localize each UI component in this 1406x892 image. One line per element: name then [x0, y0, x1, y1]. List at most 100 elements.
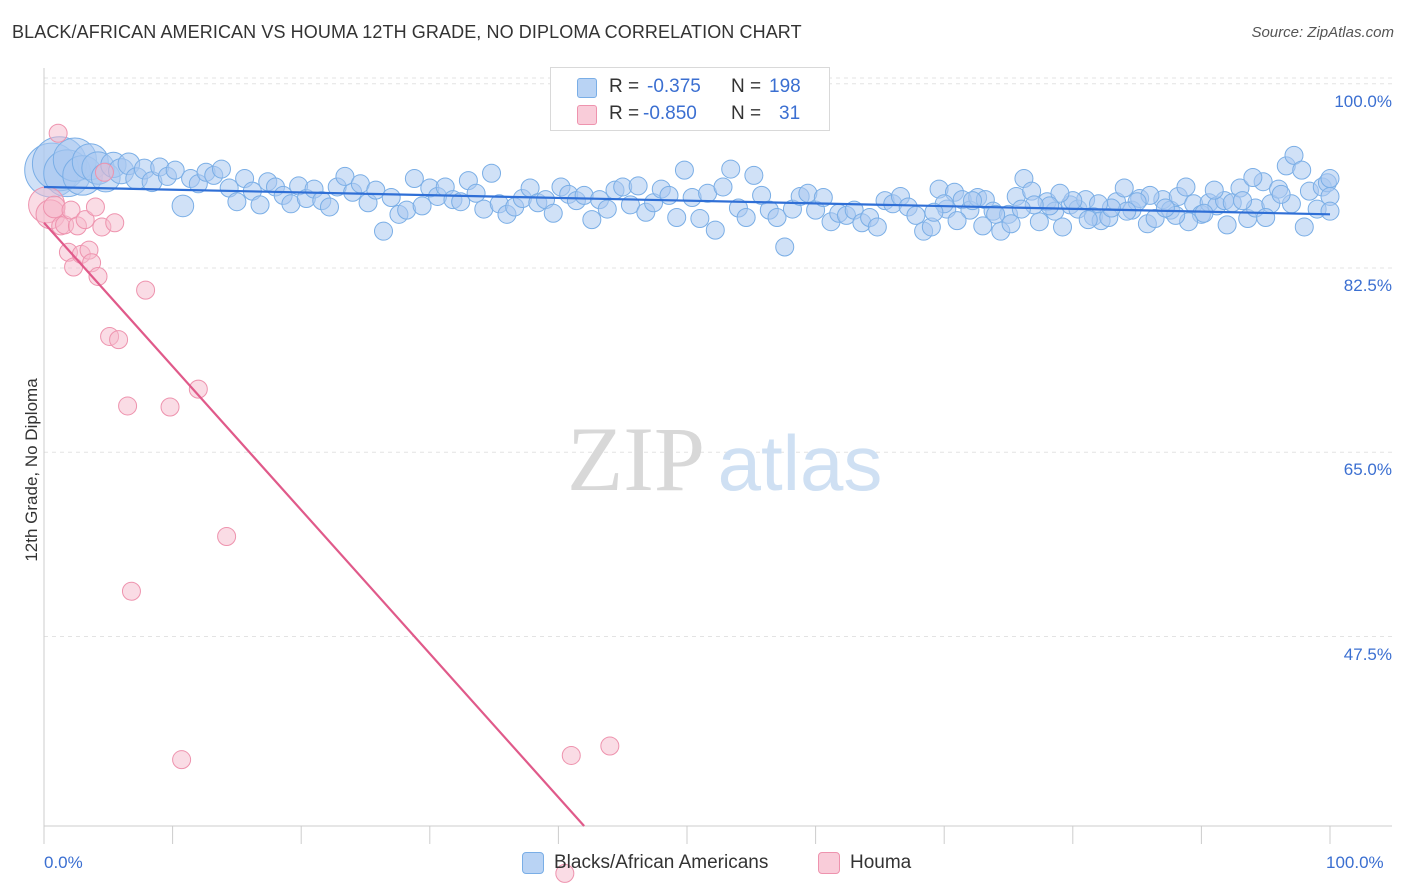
blacks-point-199 — [924, 202, 944, 222]
legend-item-houma[interactable]: Houma — [818, 852, 911, 874]
stats-legend: R = -0.375 N = 198 R = -0.850 N = 31 — [550, 67, 830, 131]
blacks-point-107 — [867, 217, 887, 237]
blacks-point-65 — [543, 203, 563, 223]
chart-title: BLACK/AFRICAN AMERICAN VS HOUMA 12TH GRA… — [12, 22, 802, 42]
blacks-point-87 — [713, 177, 733, 197]
blacks-point-94 — [767, 207, 787, 227]
legend-item-blacks[interactable]: Blacks/African Americans — [522, 852, 768, 874]
blacks-point-176 — [1217, 215, 1237, 235]
blacks-point-95 — [775, 237, 795, 257]
legend-swatch-houma — [818, 852, 840, 874]
stats-n-label: N = — [731, 103, 767, 124]
stats-r-value: -0.850 — [643, 103, 697, 124]
blacks-point-100 — [813, 187, 833, 207]
stats-n-label: N = — [731, 76, 767, 97]
blacks-point-161 — [1284, 145, 1304, 165]
blacks-point-27 — [250, 195, 270, 215]
blacks-point-128 — [1029, 212, 1049, 232]
stats-row-houma: R = -0.850 N = 31 — [551, 101, 829, 127]
blacks-point-36 — [319, 197, 339, 217]
houma-point-27 — [555, 863, 575, 883]
y-axis-label: 12th Grade, No Diploma — [22, 378, 41, 562]
x-tick-label-max: 100.0% — [1326, 853, 1384, 872]
blacks-point-38 — [335, 166, 355, 186]
houma-point-19 — [105, 213, 125, 233]
houma-point-26 — [217, 526, 237, 546]
stats-r-label: R = — [609, 76, 645, 97]
houma-point-17 — [94, 162, 114, 182]
blacks-point-48 — [412, 196, 432, 216]
blacks-point-196 — [962, 191, 982, 211]
blacks-point-88 — [721, 159, 741, 179]
blacks-point-147 — [1176, 177, 1196, 197]
blacks-point-162 — [1292, 160, 1312, 180]
blacks-point-177 — [1204, 180, 1224, 200]
houma-point-30 — [188, 379, 208, 399]
stats-r-label: R = — [609, 103, 645, 124]
blacks-point-194 — [986, 204, 1006, 224]
blacks-point-193 — [1001, 214, 1021, 234]
blacks-point-181 — [1155, 198, 1175, 218]
blacks-point-90 — [736, 207, 756, 227]
blacks-point-195 — [973, 216, 993, 236]
blacks-point-43 — [374, 221, 394, 241]
houma-point-11 — [75, 210, 95, 230]
legend-label-blacks: Blacks/African Americans — [554, 852, 769, 873]
blacks-point-81 — [667, 207, 687, 227]
stats-n-value: 198 — [769, 76, 801, 97]
blacks-point-57 — [482, 163, 502, 183]
y-tick-label-0: 100.0% — [1334, 91, 1392, 111]
legend-label-houma: Houma — [850, 852, 912, 873]
stats-swatch-blacks — [577, 78, 597, 98]
houma-point-24 — [160, 397, 180, 417]
blacks-point-92 — [752, 185, 772, 205]
blacks-point-17 — [171, 194, 195, 218]
x-tick-label-min: 0.0% — [44, 853, 83, 872]
blacks-point-91 — [744, 165, 764, 185]
blacks-point-173 — [1256, 207, 1276, 227]
blacks-point-168 — [1320, 169, 1340, 189]
blacks-point-16 — [165, 160, 185, 180]
blacks-point-175 — [1233, 191, 1253, 211]
houma-point-23 — [136, 280, 156, 300]
houma-point-2 — [42, 195, 66, 219]
blacks-point-170 — [1294, 217, 1314, 237]
legend-swatch-blacks — [522, 852, 544, 874]
houma-point-22 — [121, 581, 141, 601]
source-label: Source: ZipAtlas.com — [1251, 24, 1394, 41]
blacks-point-197 — [947, 211, 967, 231]
watermark: ZIP atlas — [567, 408, 882, 510]
houma-point-20 — [109, 330, 129, 350]
houma-point-14 — [85, 197, 105, 217]
y-tick-label-1: 82.5% — [1343, 276, 1392, 296]
blacks-point-139 — [1114, 178, 1134, 198]
blacks-point-187 — [1078, 210, 1098, 230]
blacks-point-131 — [1053, 217, 1073, 237]
blacks-point-53 — [451, 192, 471, 212]
watermark-atlas: atlas — [718, 419, 883, 507]
blacks-point-70 — [582, 210, 602, 230]
watermark-zip: ZIP — [567, 408, 705, 510]
blacks-point-86 — [705, 220, 725, 240]
blacks-point-76 — [628, 176, 648, 196]
blacks-point-80 — [659, 185, 679, 205]
blacks-point-24 — [227, 192, 247, 212]
blacks-point-172 — [1271, 184, 1291, 204]
blacks-trend-line — [43, 185, 1331, 216]
trend-lines — [43, 185, 1331, 827]
blacks-point-84 — [690, 209, 710, 229]
houma-point-3 — [48, 123, 68, 143]
blacks-point-55 — [466, 183, 486, 203]
houma-point-21 — [118, 396, 138, 416]
stats-r-value: -0.375 — [647, 76, 701, 97]
blacks-point-82 — [674, 160, 694, 180]
y-tick-label-2: 65.0% — [1343, 460, 1392, 480]
stats-swatch-houma — [577, 105, 597, 125]
blacks-point-72 — [597, 199, 617, 219]
blacks-point-192 — [1011, 199, 1031, 219]
blacks-point-169 — [1320, 201, 1340, 221]
blacks-point-189 — [1050, 183, 1070, 203]
y-tick-label-3: 47.5% — [1343, 644, 1392, 664]
blacks-point-47 — [404, 169, 424, 189]
